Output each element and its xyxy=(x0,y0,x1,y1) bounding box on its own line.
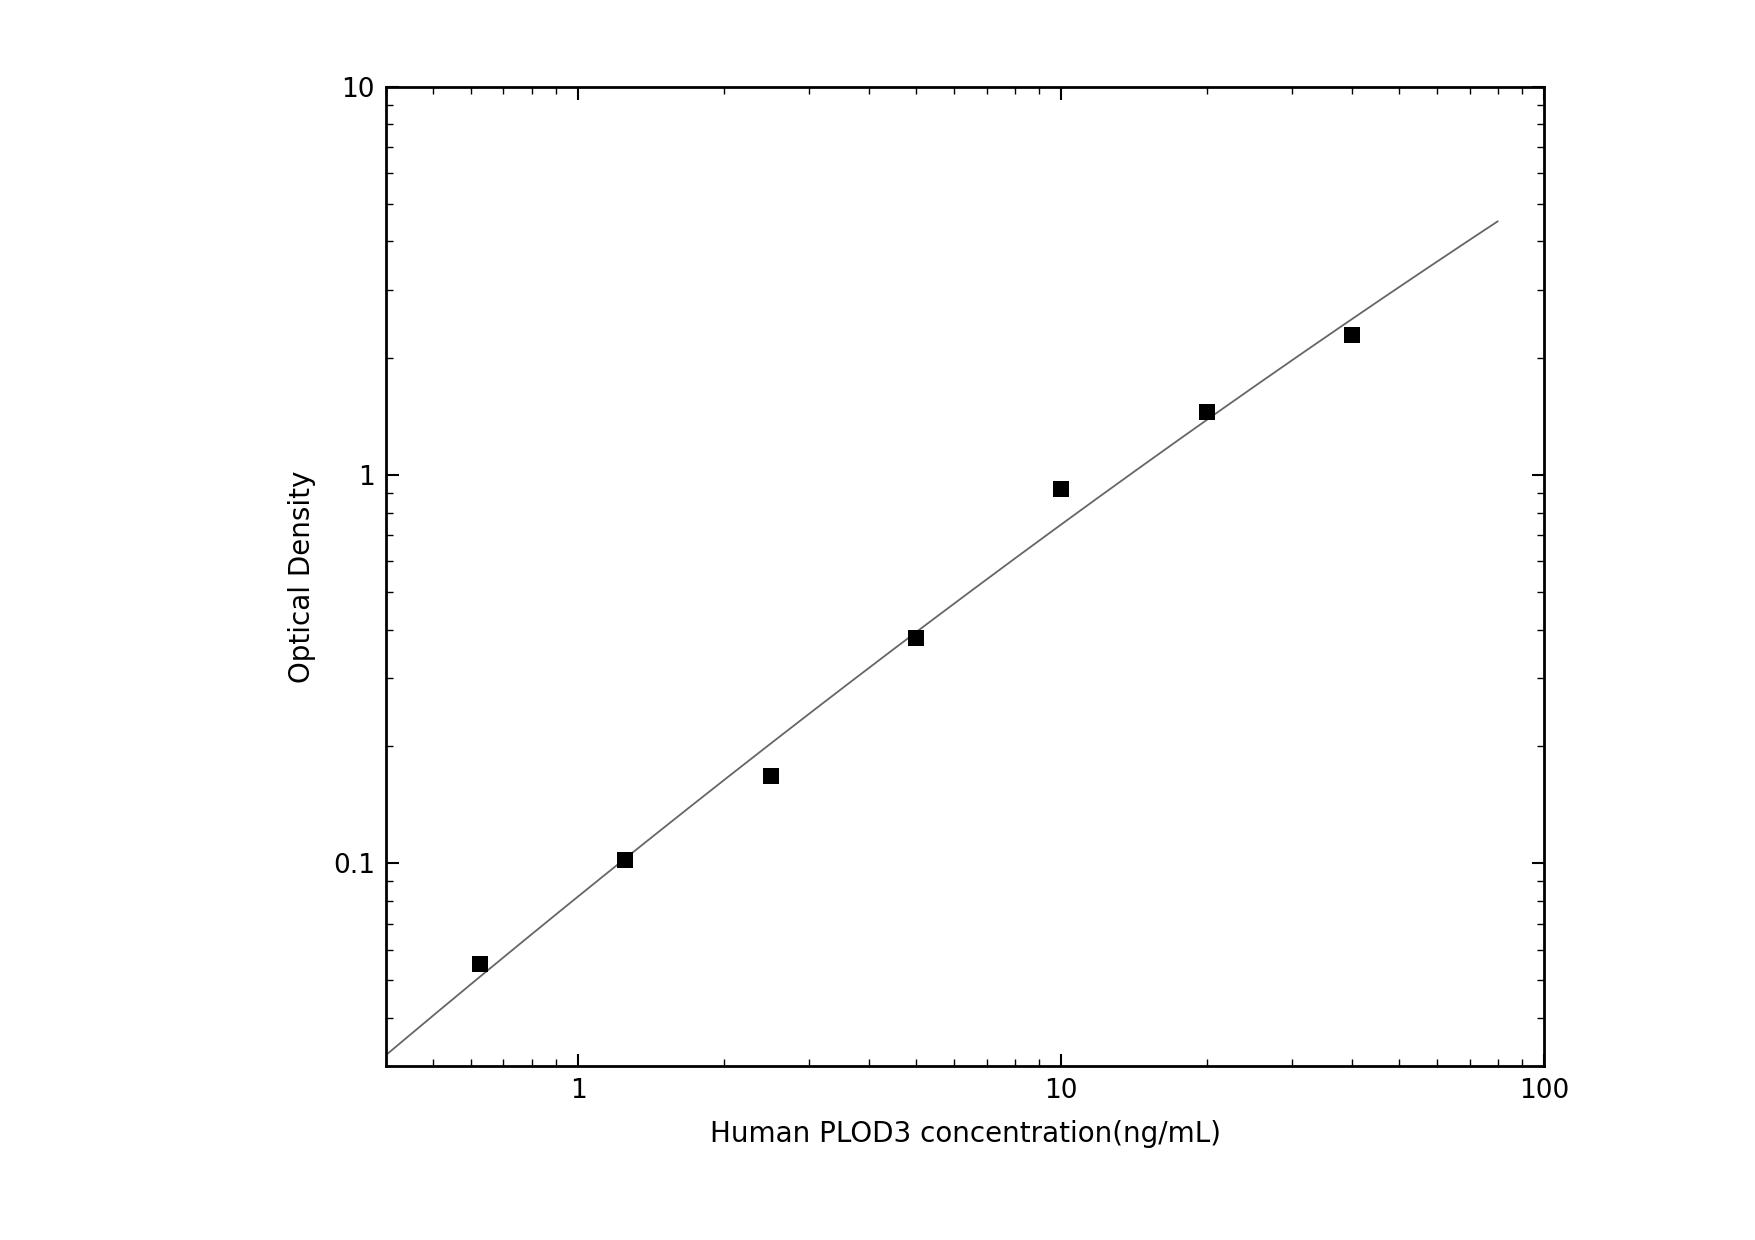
Point xyxy=(1048,479,1076,498)
X-axis label: Human PLOD3 concentration(ng/mL): Human PLOD3 concentration(ng/mL) xyxy=(709,1120,1221,1148)
Point xyxy=(1337,325,1365,345)
Y-axis label: Optical Density: Optical Density xyxy=(288,470,316,683)
Point xyxy=(902,629,930,649)
Point xyxy=(1193,403,1221,423)
Point xyxy=(465,955,493,975)
Point xyxy=(756,766,784,786)
Point xyxy=(611,851,639,870)
